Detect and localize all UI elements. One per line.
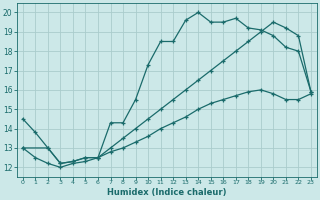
X-axis label: Humidex (Indice chaleur): Humidex (Indice chaleur) bbox=[107, 188, 227, 197]
